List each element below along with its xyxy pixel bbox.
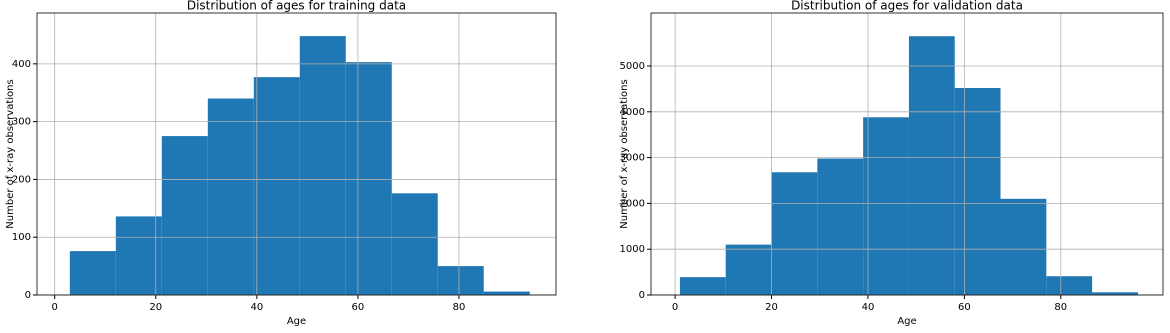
plot-frame	[36, 12, 557, 296]
bar	[345, 62, 392, 295]
bar	[1046, 276, 1093, 295]
bar	[207, 98, 254, 295]
bar	[69, 251, 116, 295]
y-axis-label: Number of x-ray observations	[619, 79, 630, 228]
y-tick-label: 5000	[620, 61, 645, 72]
bar	[908, 36, 955, 295]
y-tick-label: 100	[12, 232, 31, 243]
y-tick-label: 4000	[620, 107, 645, 118]
chart-title: Distribution of ages for validation data	[791, 0, 1023, 13]
x-tick-label: 60	[352, 302, 365, 313]
bar	[299, 36, 346, 296]
y-tick-label: 400	[12, 59, 31, 70]
bar	[863, 117, 909, 296]
x-axis-label: Age	[897, 316, 916, 327]
chart-title: Distribution of ages for training data	[187, 0, 406, 13]
bar	[725, 244, 772, 295]
y-axis-label: Number of x-ray observations	[5, 79, 16, 228]
bar	[253, 77, 300, 296]
plot-frame	[650, 12, 1164, 296]
x-tick-label: 20	[149, 302, 162, 313]
y-tick-label: 200	[12, 174, 31, 185]
bar	[437, 266, 484, 295]
x-axis-label: Age	[287, 316, 306, 327]
bar	[954, 87, 1001, 295]
x-tick-label: 0	[672, 302, 678, 313]
y-tick-label: 3000	[620, 153, 645, 164]
x-tick-label: 40	[862, 302, 875, 313]
x-tick-label: 80	[1054, 302, 1067, 313]
bar	[483, 291, 530, 295]
bar	[391, 193, 438, 295]
y-tick-label: 1000	[620, 244, 645, 255]
bar	[679, 277, 726, 295]
y-tick-label: 0	[639, 290, 645, 301]
y-tick-label: 0	[25, 290, 31, 301]
bar	[1092, 292, 1138, 295]
bar	[115, 216, 162, 295]
bar	[161, 136, 208, 295]
bar	[1000, 198, 1047, 295]
y-tick-label: 300	[12, 117, 31, 128]
x-tick-label: 60	[958, 302, 971, 313]
y-tick-label: 2000	[620, 198, 645, 209]
bar	[817, 158, 864, 295]
bar	[771, 172, 818, 295]
x-tick-label: 20	[765, 302, 778, 313]
x-tick-label: 80	[453, 302, 466, 313]
x-tick-label: 0	[51, 302, 57, 313]
x-tick-label: 40	[250, 302, 263, 313]
